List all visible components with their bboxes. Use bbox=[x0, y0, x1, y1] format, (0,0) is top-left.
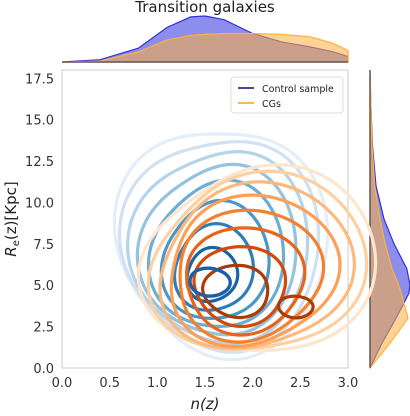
cgs-contour bbox=[276, 294, 315, 320]
cgs-contour bbox=[201, 263, 270, 320]
cgs-contour bbox=[178, 208, 326, 344]
control-contour bbox=[126, 150, 310, 346]
kde-contours bbox=[112, 132, 378, 362]
y-tick-label: 0.0 bbox=[33, 362, 54, 377]
right-marginal-area bbox=[369, 69, 409, 370]
y-tick-label: 10.0 bbox=[25, 196, 54, 211]
x-tick-label: 2.5 bbox=[290, 376, 311, 391]
top-marginal-kde bbox=[61, 15, 349, 63]
x-axis-label: n(z) bbox=[190, 395, 219, 412]
x-tick-label: 0.5 bbox=[99, 376, 120, 391]
legend-entry-label: CGs bbox=[262, 99, 281, 110]
chart-title: Transition galaxies bbox=[134, 0, 275, 16]
cgs-contour bbox=[169, 193, 342, 349]
y-axis-ticks: 0.0 2.5 5.0 7.5 10.0 12.5 15.0 17.5 bbox=[25, 72, 54, 377]
legend: Control sample CGs bbox=[230, 76, 344, 114]
x-tick-label: 1.0 bbox=[147, 376, 168, 391]
y-axis-label: Re(z)[Kpc] bbox=[2, 181, 22, 256]
x-tick-label: 1.5 bbox=[195, 376, 216, 391]
x-tick-label: 0.0 bbox=[52, 376, 73, 391]
y-tick-label: 15.0 bbox=[25, 114, 54, 129]
y-tick-label: 7.5 bbox=[33, 238, 54, 253]
control-contour bbox=[146, 178, 286, 328]
control-contour bbox=[188, 266, 232, 298]
x-axis-ticks: 0.0 0.5 1.0 1.5 2.0 2.5 3.0 bbox=[52, 376, 359, 391]
legend-entry-label: Control sample bbox=[262, 84, 334, 95]
y-tick-label: 12.5 bbox=[25, 155, 54, 170]
control-contour bbox=[135, 162, 298, 337]
cgs-contour bbox=[136, 163, 378, 352]
control-contour bbox=[159, 198, 271, 320]
cgs-contour bbox=[158, 180, 357, 351]
x-tick-label: 2.0 bbox=[242, 376, 263, 391]
y-tick-label: 5.0 bbox=[33, 279, 54, 294]
y-tick-label: 2.5 bbox=[33, 321, 54, 336]
legend-box bbox=[230, 76, 344, 114]
y-tick-label: 17.5 bbox=[25, 72, 54, 87]
right-marginal-kde bbox=[369, 69, 410, 370]
cgs-contour bbox=[192, 245, 288, 329]
x-tick-label: 3.0 bbox=[338, 376, 359, 391]
top-marginal-area bbox=[61, 32, 349, 63]
main-plot: 0.0 0.5 1.0 1.5 2.0 2.5 3.0 0.0 2.5 5.0 7.5 10.0 12… bbox=[2, 69, 378, 413]
cgs-contour bbox=[146, 169, 369, 351]
cgs-contour bbox=[185, 226, 307, 337]
